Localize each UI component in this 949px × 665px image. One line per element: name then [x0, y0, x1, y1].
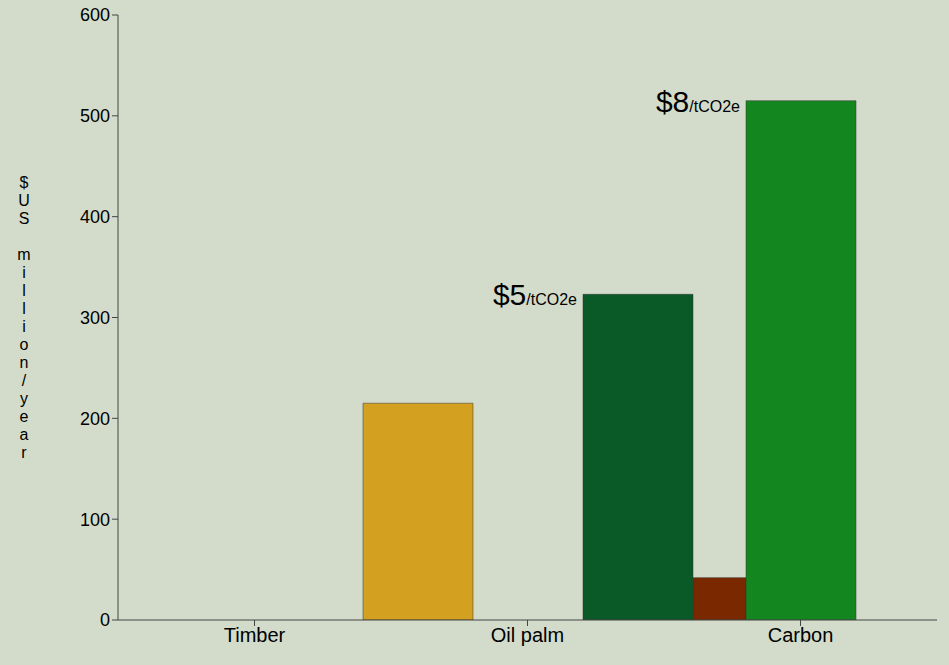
html-text:a: a [19, 425, 29, 443]
html-text:r: r [21, 443, 27, 461]
svg-text:0: 0 [100, 610, 110, 630]
svg-text:200: 200 [80, 409, 110, 429]
svg-text:Oil palm: Oil palm [491, 624, 564, 646]
svg-text:500: 500 [80, 106, 110, 126]
svg-text:400: 400 [80, 207, 110, 227]
html-text:S: S [18, 209, 30, 227]
html-text:i: i [22, 317, 26, 335]
html-text:e: e [19, 407, 29, 425]
html-text:U: U [18, 191, 30, 209]
svg-text:300: 300 [80, 308, 110, 328]
html-text:n: n [19, 353, 29, 371]
svg-text:Timber: Timber [224, 624, 286, 646]
svg-text:$5/tCO2e: $5/tCO2e [493, 278, 577, 311]
html-text:o: o [19, 335, 29, 353]
html-text:l: l [22, 281, 26, 299]
html-text:i: i [22, 263, 26, 281]
svg-text:Carbon: Carbon [768, 624, 834, 646]
svg-text:600: 600 [80, 5, 110, 25]
svg-text:$8/tCO2e: $8/tCO2e [656, 85, 740, 118]
html-text:m: m [17, 245, 31, 263]
svg-text:100: 100 [80, 510, 110, 530]
html-text:l: l [22, 299, 26, 317]
html-text:y: y [20, 389, 28, 407]
